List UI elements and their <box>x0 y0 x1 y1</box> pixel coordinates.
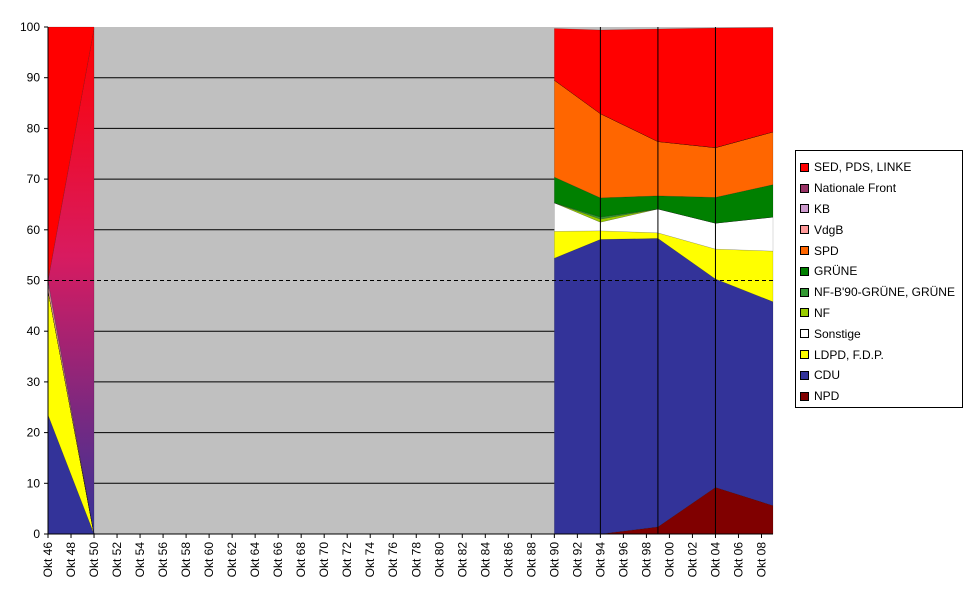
chart-legend: SED, PDS, LINKE Nationale Front KB VdgB SPD G… <box>795 150 963 408</box>
legend-item: NF-B'90-GRÜNE, GRÜNE <box>796 282 962 303</box>
y-axis-tick-labels: 0 10 20 30 40 50 60 70 80 90 100 <box>20 20 48 541</box>
legend-swatch <box>800 204 809 214</box>
x-tick-label-okt-54: Okt 54 <box>133 542 147 578</box>
x-tick-label-okt-04: Okt 04 <box>708 542 722 578</box>
x-tick-label-okt-60: Okt 60 <box>202 542 216 578</box>
x-tick-label-okt-98: Okt 98 <box>639 542 653 578</box>
x-tick-label-okt-68: Okt 68 <box>294 542 308 578</box>
legend-item: SPD <box>796 240 962 261</box>
legend-label: SED, PDS, LINKE <box>814 160 912 175</box>
x-tick-label-okt-56: Okt 56 <box>156 542 170 578</box>
legend-swatch <box>800 287 809 297</box>
legend-item: Nationale Front <box>796 178 962 199</box>
legend-label: KB <box>814 201 831 216</box>
x-tick-label-okt-66: Okt 66 <box>271 542 285 578</box>
x-tick-label-okt-92: Okt 92 <box>570 542 584 578</box>
legend-item: SED, PDS, LINKE <box>796 157 962 178</box>
x-axis-tick-labels: Okt 46 Okt 48 Okt 50 Okt 52 Okt 54 Okt 56 Okt … <box>41 534 768 577</box>
gridlines <box>48 77 773 484</box>
legend-label: VdgB <box>814 222 844 237</box>
x-tick-label-okt-46: Okt 46 <box>41 542 55 578</box>
legend-swatch <box>800 246 809 256</box>
legend-label: GRÜNE <box>814 264 858 279</box>
y-tick-label-10: 10 <box>27 476 41 490</box>
legend-item: GRÜNE <box>796 261 962 282</box>
x-tick-label-okt-02: Okt 02 <box>685 542 699 578</box>
x-tick-label-okt-96: Okt 96 <box>616 542 630 578</box>
x-tick-label-okt-84: Okt 84 <box>478 542 492 578</box>
legend-swatch <box>800 183 809 193</box>
x-tick-label-okt-76: Okt 76 <box>386 542 400 578</box>
legend-swatch <box>800 370 809 380</box>
legend-label: NF-B'90-GRÜNE, GRÜNE <box>814 285 955 300</box>
legend-label: SPD <box>814 243 839 258</box>
x-tick-label-okt-88: Okt 88 <box>524 542 538 578</box>
legend-item: Sonstige <box>796 323 962 344</box>
x-tick-label-okt-80: Okt 80 <box>432 542 446 578</box>
x-tick-label-okt-48: Okt 48 <box>64 542 78 578</box>
legend-swatch <box>800 329 809 339</box>
x-tick-label-okt-50: Okt 50 <box>87 542 101 578</box>
y-tick-label-80: 80 <box>27 121 41 135</box>
y-tick-label-100: 100 <box>20 20 40 34</box>
x-tick-label-okt-06: Okt 06 <box>731 542 745 578</box>
legend-swatch <box>800 225 809 235</box>
legend-item: VdgB <box>796 219 962 240</box>
legend-item: KB <box>796 199 962 220</box>
legend-swatch <box>800 266 809 276</box>
y-tick-label-70: 70 <box>27 172 41 186</box>
area-ldpd-f-d-p--seg1 <box>554 230 774 303</box>
x-tick-label-okt-08: Okt 08 <box>754 542 768 578</box>
y-tick-label-40: 40 <box>27 324 41 338</box>
legend-swatch <box>800 162 809 172</box>
y-tick-label-30: 30 <box>27 375 41 389</box>
y-tick-label-0: 0 <box>33 527 40 541</box>
x-tick-label-okt-82: Okt 82 <box>455 542 469 578</box>
legend-label: NPD <box>814 389 840 404</box>
area-series-group <box>47 26 774 535</box>
x-tick-label-okt-94: Okt 94 <box>593 542 607 578</box>
legend-item: NPD <box>796 386 962 407</box>
legend-swatch <box>800 308 809 318</box>
legend-label: Nationale Front <box>814 181 897 196</box>
legend-swatch <box>800 391 809 401</box>
legend-item: CDU <box>796 365 962 386</box>
legend-item: LDPD, F.D.P. <box>796 344 962 365</box>
legend-label: NF <box>814 305 830 320</box>
x-tick-label-okt-62: Okt 62 <box>225 542 239 578</box>
legend-label: LDPD, F.D.P. <box>814 347 884 362</box>
legend-swatch <box>800 350 809 360</box>
x-tick-label-okt-74: Okt 74 <box>363 542 377 578</box>
legend-label: Sonstige <box>814 326 861 341</box>
legend-item: NF <box>796 303 962 324</box>
x-tick-label-okt-78: Okt 78 <box>409 542 423 578</box>
x-tick-label-okt-64: Okt 64 <box>248 542 262 578</box>
area-sed-pds-linke-seg1 <box>554 27 774 148</box>
y-tick-label-90: 90 <box>27 71 41 85</box>
y-tick-label-50: 50 <box>27 274 41 288</box>
x-tick-label-okt-90: Okt 90 <box>547 542 561 578</box>
x-tick-label-okt-70: Okt 70 <box>317 542 331 578</box>
legend-label: CDU <box>814 368 840 383</box>
y-tick-label-20: 20 <box>27 426 41 440</box>
x-tick-label-okt-86: Okt 86 <box>501 542 515 578</box>
vertical-divider-lines <box>599 27 716 534</box>
x-tick-label-okt-58: Okt 58 <box>179 542 193 578</box>
x-tick-label-okt-72: Okt 72 <box>340 542 354 578</box>
y-tick-label-60: 60 <box>27 223 41 237</box>
x-tick-label-okt-00: Okt 00 <box>662 542 676 578</box>
x-tick-label-okt-52: Okt 52 <box>110 542 124 578</box>
